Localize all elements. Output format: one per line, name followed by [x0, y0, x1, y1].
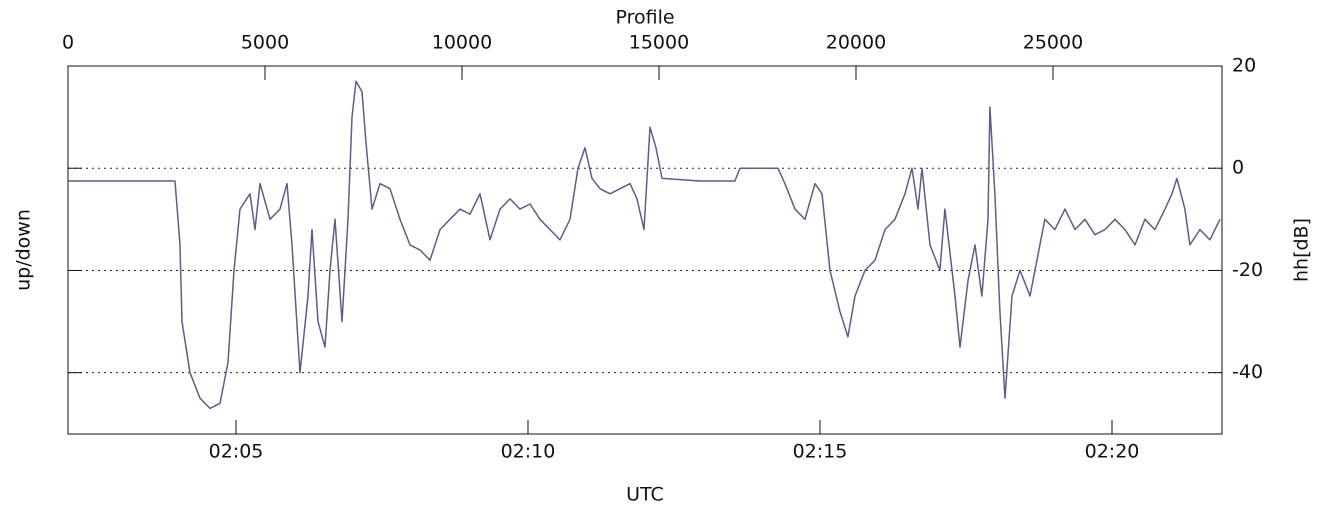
data-line — [68, 80, 1221, 410]
left-axis-label: up/down — [13, 209, 35, 291]
y-tick-label: -20 — [1232, 259, 1263, 281]
top-axis-label: Profile — [615, 7, 674, 29]
utc-tick-label: 02:10 — [501, 441, 556, 463]
plot-frame — [67, 65, 1223, 435]
utc-tick-label: 02:20 — [1085, 441, 1140, 463]
x-tick-label: 5000 — [241, 32, 289, 54]
y-tick-label: 20 — [1232, 55, 1256, 77]
bottom-axis-label: UTC — [626, 484, 664, 506]
x-tick-label: 20000 — [826, 32, 886, 54]
x-tick-label: 25000 — [1023, 32, 1083, 54]
x-tick-label: 10000 — [432, 32, 492, 54]
y-tick-label: -40 — [1232, 361, 1263, 383]
utc-tick-label: 02:15 — [793, 441, 848, 463]
utc-tick-label: 02:05 — [209, 441, 264, 463]
right-axis-label: hh[dB] — [1291, 218, 1313, 282]
y-tick-label: 0 — [1232, 157, 1244, 179]
x-tick-label: 0 — [62, 32, 74, 54]
x-tick-label: 15000 — [629, 32, 689, 54]
